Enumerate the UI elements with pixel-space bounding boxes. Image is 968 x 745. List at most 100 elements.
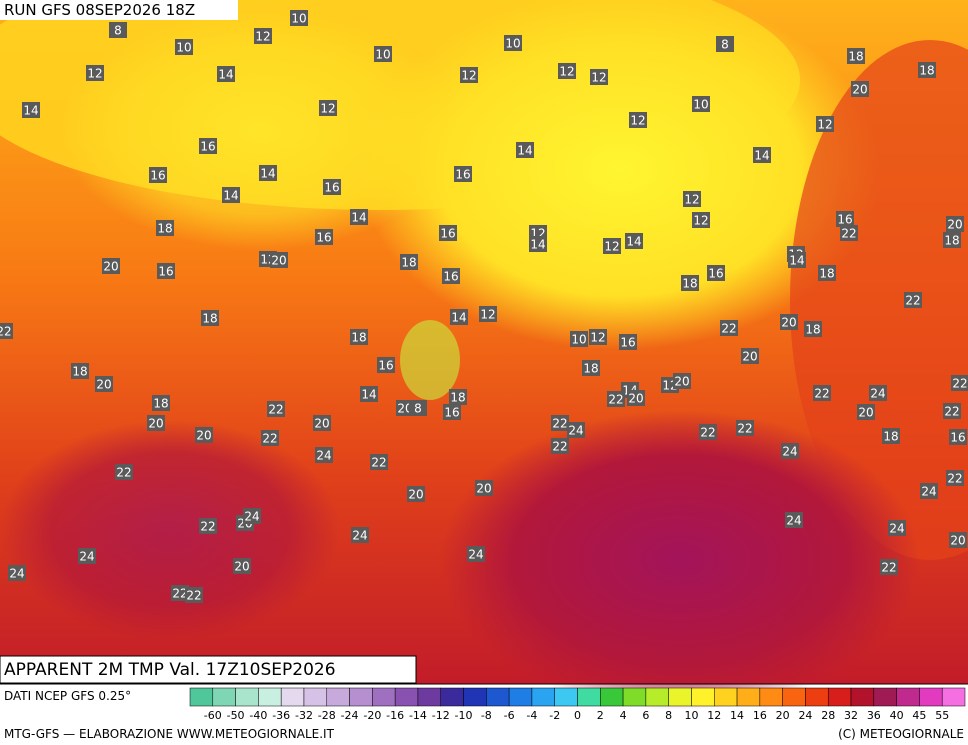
colorbar-swatch: [326, 687, 350, 707]
colorbar-label: -60: [204, 709, 222, 722]
label-box: [243, 508, 261, 524]
label-box: [607, 391, 625, 407]
label-box: [185, 587, 203, 603]
label-box: [460, 67, 478, 83]
value-label: 24: [568, 424, 583, 438]
value-label: 12: [87, 67, 102, 81]
label-box: [157, 263, 175, 279]
value-label: 20: [148, 417, 163, 431]
label-box: [147, 415, 165, 431]
value-label: 18: [202, 312, 217, 326]
label-box: [951, 375, 968, 391]
value-label: 22: [947, 472, 962, 486]
label-box: [707, 265, 725, 281]
value-label: 18: [682, 277, 697, 291]
colorbar-swatch: [394, 687, 419, 707]
colorbar-label: -6: [504, 709, 515, 722]
colorbar-label: -32: [295, 709, 313, 722]
colorbar-swatch: [508, 687, 533, 707]
value-label: 18: [848, 50, 863, 64]
label-box: [589, 329, 607, 345]
label-box: [603, 238, 621, 254]
value-label: 14: [351, 211, 366, 225]
label-box: [315, 229, 333, 245]
value-label: 14: [530, 238, 545, 252]
colorbar-swatch: [258, 687, 282, 707]
colorbar-swatch: [349, 687, 373, 707]
label-box: [946, 470, 964, 486]
colorbar-swatch: [622, 687, 647, 707]
value-label: 18: [583, 362, 598, 376]
value-label: 20: [397, 402, 412, 416]
colorbar-swatch: [417, 687, 441, 707]
value-label: 22: [944, 405, 959, 419]
label-box: [254, 28, 272, 44]
colorbar-swatch: [372, 687, 396, 707]
colorbar-swatch: [189, 687, 214, 707]
colorbar-label: 12: [707, 709, 721, 722]
label-box: [625, 233, 643, 249]
label-box: [95, 376, 113, 392]
colorbar-label: 40: [890, 709, 904, 722]
value-label: 22: [268, 403, 283, 417]
colorbar-label: -50: [227, 709, 245, 722]
label-box: [201, 310, 219, 326]
colorbar-swatch: [600, 687, 624, 707]
value-label: 22: [721, 322, 736, 336]
run-box: [0, 0, 238, 20]
value-label: 14: [789, 254, 804, 268]
value-label: 16: [200, 140, 215, 154]
label-box: [22, 102, 40, 118]
label-box: [259, 165, 277, 181]
value-label: 16: [950, 431, 965, 445]
value-label: 12: [591, 71, 606, 85]
label-box: [370, 454, 388, 470]
label-box: [904, 292, 922, 308]
value-label: 24: [921, 485, 936, 499]
value-label: 8: [414, 402, 422, 416]
map-area: RUN GFS 08SEP2026 18Z APPARENT 2M TMP Va…: [0, 0, 968, 710]
value-label: 24: [889, 522, 904, 536]
label-box: [590, 69, 608, 85]
colorbar-label: 24: [798, 709, 812, 722]
value-label: 16: [378, 359, 393, 373]
value-label: 14: [223, 189, 238, 203]
label-box: [882, 428, 900, 444]
value-label: 16: [324, 181, 339, 195]
label-box: [115, 464, 133, 480]
value-label: 22: [262, 432, 277, 446]
label-box: [551, 415, 569, 431]
value-label: 14: [260, 167, 275, 181]
value-label: 14: [361, 388, 376, 402]
value-label: 22: [186, 589, 201, 603]
value-label: 18: [944, 234, 959, 248]
label-box: [813, 385, 831, 401]
value-label: 10: [176, 41, 191, 55]
label-box: [857, 404, 875, 420]
value-label: 20: [628, 392, 643, 406]
value-label: 18: [450, 391, 465, 405]
label-box: [943, 232, 961, 248]
label-box: [400, 254, 418, 270]
colorbar: -60 -50 -40 -36 -32 -28 -24 -20 -16 -14 -12 -10 -8 -6…: [189, 687, 966, 722]
value-label: 24: [782, 445, 797, 459]
run-label: RUN GFS 08SEP2026 18Z: [4, 1, 195, 19]
label-box: [175, 39, 193, 55]
colorbar-swatch: [486, 687, 510, 707]
label-box: [736, 420, 754, 436]
value-label: 22: [172, 587, 187, 601]
label-box: [804, 321, 822, 337]
label-box: [847, 48, 865, 64]
colorbar-swatch: [759, 687, 783, 707]
value-label: 18: [819, 267, 834, 281]
value-label: 22: [737, 422, 752, 436]
value-label: 22: [371, 456, 386, 470]
value-label: 18: [919, 64, 934, 78]
colorbar-swatch: [919, 687, 943, 707]
value-label: 14: [626, 235, 641, 249]
colorbar-swatch: [736, 687, 761, 707]
label-box: [199, 518, 217, 534]
label-box: [86, 65, 104, 81]
